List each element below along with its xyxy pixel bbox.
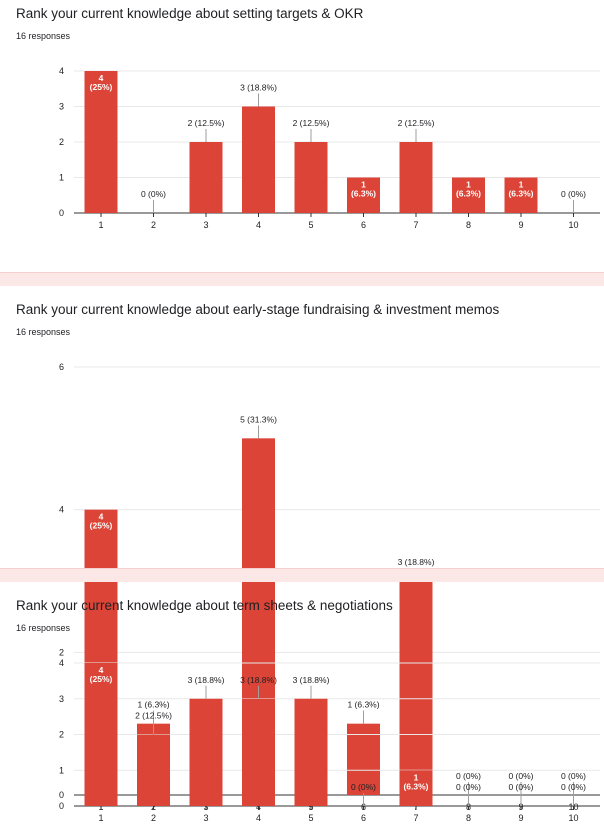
chart-section-3: Rank your current knowledge about term s… <box>0 582 604 831</box>
y-tick-label: 6 <box>59 362 64 372</box>
x-tick-label: 5 <box>308 813 313 823</box>
data-label: 0 (0%) <box>456 782 481 792</box>
x-tick-label: 3 <box>203 220 208 230</box>
data-label: 1 (6.3%) <box>508 180 533 199</box>
data-label: 2 (12.5%) <box>135 711 172 721</box>
y-tick-label: 1 <box>59 173 64 183</box>
data-label: 1 (6.3%) <box>456 180 481 199</box>
data-label: 2 (12.5%) <box>188 118 225 128</box>
response-count: 16 responses <box>16 327 71 337</box>
bar-chart: 0 1 2 3 4 1 4 (25%) 2 2 (12.5%) 3 3 (18.8%) 4 3 (18.8… <box>59 658 600 823</box>
question-title: Rank your current knowledge about term s… <box>16 598 393 613</box>
data-label: 3 (18.8%) <box>398 557 435 567</box>
y-tick-label: 0 <box>59 801 64 811</box>
x-tick-label: 2 <box>151 813 156 823</box>
bar-chart: 0 1 2 3 4 1 4 (25%) 2 0 (0%) 3 2 (12.5%) 4 3 (18.8%) 5… <box>59 66 600 230</box>
bar <box>399 142 433 213</box>
x-tick-label: 4 <box>256 220 261 230</box>
data-label: 4 (25%) <box>90 665 113 684</box>
bar <box>399 770 433 806</box>
x-tick-label: 2 <box>151 220 156 230</box>
x-tick-label: 6 <box>361 813 366 823</box>
data-label: 3 (18.8%) <box>188 675 225 685</box>
x-tick-label: 9 <box>518 813 523 823</box>
y-tick-label: 3 <box>59 102 64 112</box>
data-label: 3 (18.8%) <box>240 83 277 93</box>
section-divider <box>0 568 604 582</box>
data-label: 0 (0%) <box>561 189 586 199</box>
data-label: 0 (0%) <box>456 771 481 781</box>
response-count: 16 responses <box>16 31 71 41</box>
data-label: 2 (12.5%) <box>293 118 330 128</box>
question-title: Rank your current knowledge about early-… <box>16 302 500 317</box>
data-label: 1 (6.3%) <box>347 700 379 710</box>
data-label: 1 (6.3%) <box>351 180 376 199</box>
response-count: 16 responses <box>16 623 71 633</box>
x-tick-label: 7 <box>413 220 418 230</box>
bar <box>347 723 380 795</box>
data-label: 0 (0%) <box>561 771 586 781</box>
data-label: 0 (0%) <box>141 189 166 199</box>
x-tick-label: 10 <box>568 220 578 230</box>
section-divider <box>0 272 604 286</box>
data-label: 0 (0%) <box>561 782 586 792</box>
question-title: Rank your current knowledge about settin… <box>16 6 364 21</box>
bar <box>399 581 433 795</box>
x-tick-label: 9 <box>518 220 523 230</box>
y-tick-label: 2 <box>59 730 64 740</box>
data-label: 0 (0%) <box>351 782 376 792</box>
x-tick-label: 5 <box>308 220 313 230</box>
chart-section-1: Rank your current knowledge about settin… <box>0 0 604 272</box>
y-tick-label: 4 <box>59 66 64 76</box>
bar-chart: 024614(25%)21 (6.3%)31 (6.3%)45 (31.3%)5… <box>59 362 600 812</box>
data-label: 4 (25%) <box>90 512 113 531</box>
data-label: 0 (0%) <box>508 771 533 781</box>
bar <box>347 177 380 213</box>
y-tick-label: 2 <box>59 647 64 657</box>
data-label: 0 (0%) <box>508 782 533 792</box>
bar <box>452 177 485 213</box>
y-tick-label: 4 <box>59 505 64 515</box>
x-tick-label: 4 <box>256 813 261 823</box>
bar <box>137 734 170 806</box>
data-label: 3 (18.8%) <box>240 675 277 685</box>
bar <box>242 698 275 806</box>
bar <box>189 698 223 806</box>
y-tick-label: 3 <box>59 694 64 704</box>
data-label: 1 (6.3%) <box>403 772 428 791</box>
x-tick-label: 3 <box>203 813 208 823</box>
y-tick-label: 0 <box>59 208 64 218</box>
bar <box>504 177 538 213</box>
bar <box>294 698 328 806</box>
x-tick-label: 7 <box>413 813 418 823</box>
x-tick-label: 6 <box>361 220 366 230</box>
x-tick-label: 1 <box>98 813 103 823</box>
data-label: 2 (12.5%) <box>398 118 435 128</box>
bar <box>84 71 118 213</box>
x-tick-label: 1 <box>98 220 103 230</box>
data-label: 5 (31.3%) <box>240 414 277 424</box>
data-label: 1 (6.3%) <box>137 700 169 710</box>
x-tick-label: 8 <box>466 813 471 823</box>
x-tick-label: 10 <box>568 813 578 823</box>
data-label: 3 (18.8%) <box>293 675 330 685</box>
chart-section-2: Rank your current knowledge about early-… <box>0 286 604 812</box>
y-tick-label: 1 <box>59 765 64 775</box>
y-tick-label: 4 <box>59 658 64 668</box>
x-tick-label: 8 <box>466 220 471 230</box>
y-tick-label: 0 <box>59 790 64 800</box>
bar <box>189 142 223 213</box>
y-tick-label: 2 <box>59 137 64 147</box>
bar <box>84 663 118 806</box>
bar <box>242 106 275 213</box>
data-label: 4 (25%) <box>90 73 113 92</box>
bar <box>294 142 328 213</box>
